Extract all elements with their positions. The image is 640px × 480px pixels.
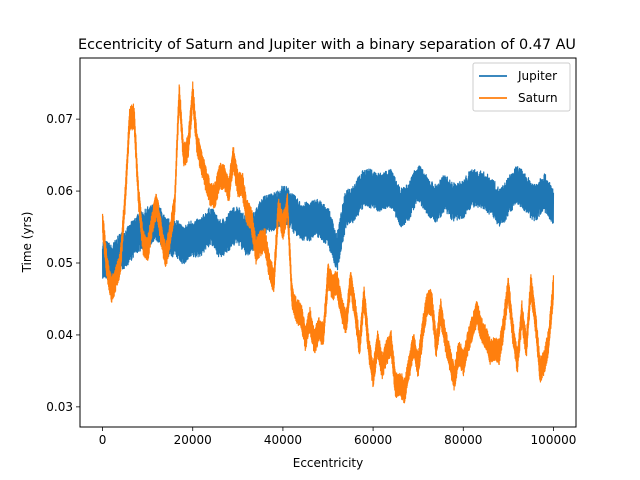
x-axis-label: Eccentricity — [293, 456, 363, 470]
y-tick-label: 0.06 — [46, 184, 73, 198]
y-tick-label: 0.07 — [46, 112, 73, 126]
y-tick-label: 0.04 — [46, 328, 73, 342]
chart-title: Eccentricity of Saturn and Jupiter with … — [78, 37, 576, 53]
x-tick-label: 60000 — [354, 433, 392, 447]
y-axis-label: Time (yrs) — [20, 212, 34, 274]
series-line-saturn — [101, 81, 555, 404]
legend-label-jupiter: Jupiter — [517, 69, 557, 83]
legend-box — [472, 62, 571, 112]
series-layer — [101, 81, 555, 404]
series-line-jupiter — [101, 165, 555, 284]
x-tick-label: 80000 — [444, 433, 482, 447]
legend-label-saturn: Saturn — [518, 91, 558, 105]
legend: Jupiter Saturn — [472, 62, 571, 112]
x-tick-label: 100000 — [531, 433, 577, 447]
x-axis: 0 20000 40000 60000 80000 100000 — [99, 427, 577, 447]
y-axis: 0.03 0.04 0.05 0.06 0.07 — [46, 112, 80, 414]
plot-frame — [79, 57, 577, 428]
y-tick-label: 0.05 — [46, 256, 73, 270]
y-tick-label: 0.03 — [46, 400, 73, 414]
x-tick-label: 0 — [99, 433, 107, 447]
x-tick-label: 40000 — [264, 433, 302, 447]
x-tick-label: 20000 — [174, 433, 212, 447]
